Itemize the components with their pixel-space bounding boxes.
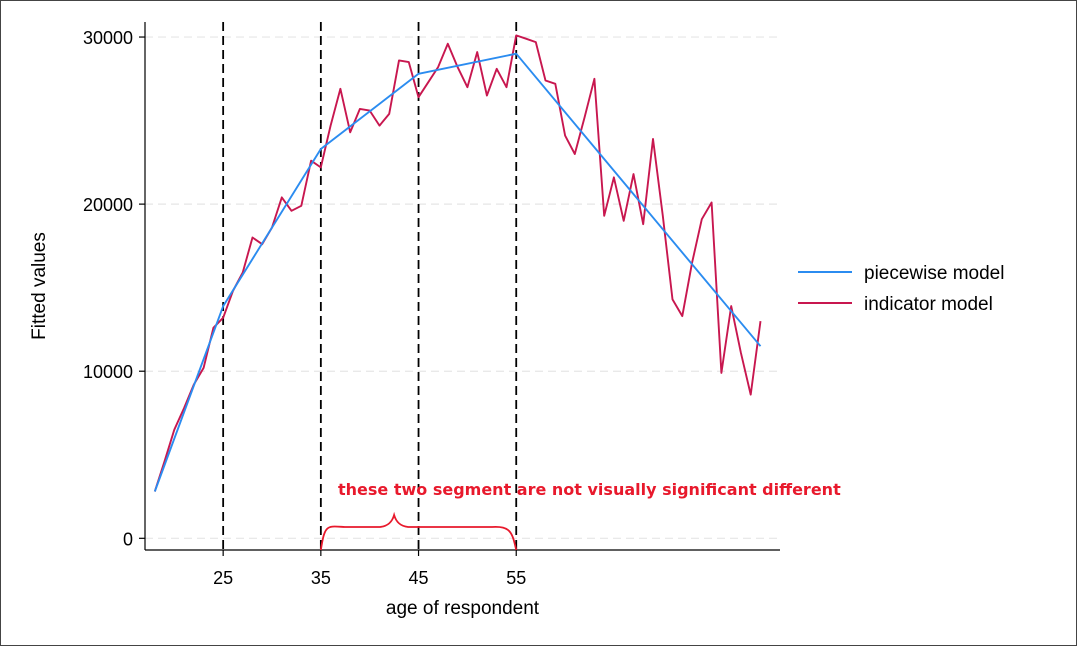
x-tick-label: 35 [311, 568, 331, 588]
legend: piecewise model indicator model [798, 263, 1004, 315]
gridlines [145, 36, 780, 539]
legend-label: indicator model [864, 294, 993, 315]
y-tick-label: 20000 [83, 195, 133, 215]
y-tick-label: 30000 [83, 28, 133, 48]
piecewise-model-line [153, 52, 762, 492]
knot-lines [222, 22, 518, 550]
y-tick-label: 0 [123, 529, 133, 549]
y-axis-title: Fitted values [29, 232, 50, 340]
legend-label: piecewise model [864, 263, 1004, 284]
x-tick-label: 45 [409, 568, 429, 588]
x-tick-label: 25 [213, 568, 233, 588]
y-tick-label: 10000 [83, 362, 133, 382]
indicator-model-line [153, 34, 762, 492]
annotation: these two segment are not visually signi… [319, 480, 841, 551]
annotation-brace [319, 511, 518, 551]
axes: 0 10000 20000 30000 25 35 45 55 age of responden… [29, 22, 780, 619]
annotation-text: these two segment are not visually signi… [338, 480, 841, 499]
x-axis-title: age of respondent [386, 598, 540, 619]
series-lines [153, 34, 762, 492]
x-tick-label: 55 [506, 568, 526, 588]
